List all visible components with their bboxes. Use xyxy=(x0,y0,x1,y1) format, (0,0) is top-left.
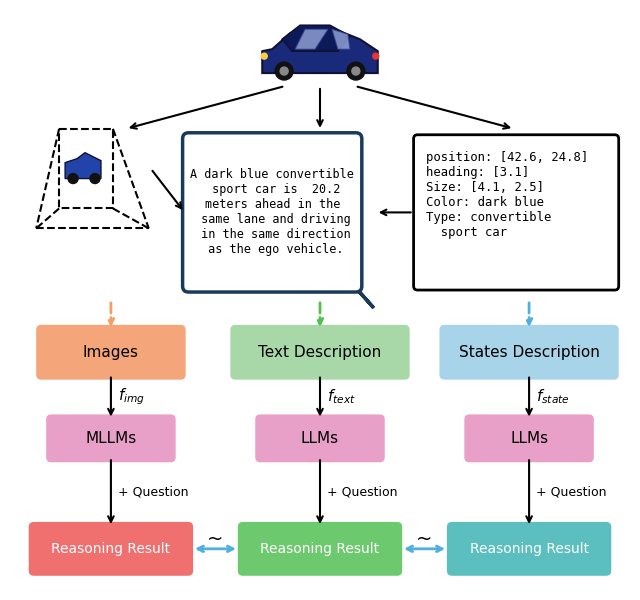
Text: ~: ~ xyxy=(207,529,223,548)
FancyBboxPatch shape xyxy=(440,326,618,379)
FancyBboxPatch shape xyxy=(30,523,192,575)
Polygon shape xyxy=(332,29,350,49)
Circle shape xyxy=(280,67,288,75)
FancyBboxPatch shape xyxy=(465,415,593,461)
Text: ~: ~ xyxy=(417,529,433,548)
FancyBboxPatch shape xyxy=(232,326,408,379)
Text: Images: Images xyxy=(83,345,139,360)
Text: Reasoning Result: Reasoning Result xyxy=(51,542,170,556)
Text: position: [42.6, 24.8]
heading: [3.1]
Size: [4.1, 2.5]
Color: dark blue
Type: co: position: [42.6, 24.8] heading: [3.1] Si… xyxy=(426,151,588,239)
Text: + Question: + Question xyxy=(118,485,188,499)
Circle shape xyxy=(90,173,100,184)
Text: LLMs: LLMs xyxy=(301,431,339,446)
Text: + Question: + Question xyxy=(536,485,607,499)
FancyBboxPatch shape xyxy=(37,326,184,379)
FancyBboxPatch shape xyxy=(239,523,401,575)
Text: Reasoning Result: Reasoning Result xyxy=(470,542,589,556)
FancyBboxPatch shape xyxy=(47,415,175,461)
FancyBboxPatch shape xyxy=(448,523,610,575)
Circle shape xyxy=(347,62,365,80)
Text: $f_{text}$: $f_{text}$ xyxy=(327,388,356,406)
Polygon shape xyxy=(295,29,328,49)
Text: A dark blue convertible
 sport car is  20.2
meters ahead in the
 same lane and d: A dark blue convertible sport car is 20.… xyxy=(190,169,354,256)
Text: $f_{img}$: $f_{img}$ xyxy=(118,387,145,407)
FancyBboxPatch shape xyxy=(256,415,384,461)
FancyBboxPatch shape xyxy=(182,133,362,292)
Circle shape xyxy=(68,173,78,184)
FancyBboxPatch shape xyxy=(413,135,619,290)
Text: + Question: + Question xyxy=(327,485,397,499)
Text: LLMs: LLMs xyxy=(510,431,548,446)
Polygon shape xyxy=(262,29,378,73)
Polygon shape xyxy=(59,129,113,208)
Text: States Description: States Description xyxy=(459,345,600,360)
Text: Reasoning Result: Reasoning Result xyxy=(260,542,380,556)
Text: MLLMs: MLLMs xyxy=(85,431,136,446)
Polygon shape xyxy=(65,152,101,179)
Text: Text Description: Text Description xyxy=(259,345,381,360)
Text: $f_{state}$: $f_{state}$ xyxy=(536,388,570,406)
Circle shape xyxy=(372,53,379,59)
Circle shape xyxy=(261,53,268,59)
Polygon shape xyxy=(282,25,350,51)
Circle shape xyxy=(352,67,360,75)
Circle shape xyxy=(275,62,293,80)
Polygon shape xyxy=(338,268,374,308)
